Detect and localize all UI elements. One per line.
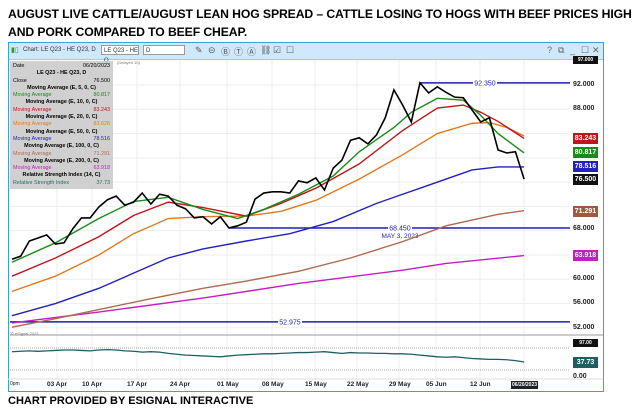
ma-line-ema100 (11, 209, 525, 328)
ma-line-ema50 (11, 166, 525, 317)
rsi-bottom-tick: 0.00 (573, 373, 587, 380)
study-label: Moving Average (13, 135, 52, 142)
low: 68.450 (389, 225, 411, 232)
legend-date-label: Date (13, 63, 25, 69)
study-label: Moving Average (13, 121, 52, 128)
close-price-line (11, 81, 525, 260)
axis-left-stub: 0pm (10, 381, 20, 387)
delayed-note: (Delayed 10) (117, 60, 140, 65)
ema5-tag: 80.817 (573, 147, 598, 158)
link-icon: ▮▯ (11, 47, 19, 54)
study-value: 71.291 (93, 150, 111, 157)
alert-icon[interactable]: Ⓐ (247, 47, 257, 57)
legend-symbol: LE Q23 - HE Q23, D (36, 70, 87, 77)
study-header: Moving Average (E, 5, 0, C) (27, 84, 96, 91)
study-label: Moving Average (13, 165, 52, 172)
date-tick: 15 May (305, 381, 327, 388)
caption: CHART PROVIDED BY ESIGNAL INTERACTIVE (8, 395, 254, 407)
bars-icon[interactable]: Ⓑ (221, 47, 231, 57)
help-button[interactable]: ? (547, 45, 553, 55)
study-header: Moving Average (E, 200, 0, C) (24, 157, 99, 164)
price-tick: 60.000 (573, 275, 595, 282)
link-chain-icon[interactable]: ⛓ (260, 45, 272, 55)
price-tick: 88.000 (573, 105, 595, 112)
ema100-tag: 71.291 (573, 206, 598, 217)
headline-line-2: AND PORK COMPARED TO BEEF CHEAP. (8, 25, 248, 39)
price-tick: 68.000 (573, 225, 595, 232)
ma-line-ema20 (11, 121, 525, 293)
rsi-line (11, 348, 525, 363)
price-tick: 52.000 (573, 324, 595, 331)
minimize-button[interactable]: _ (570, 45, 576, 55)
zoom-out-icon[interactable]: ⊝ (208, 45, 216, 55)
base-bg (278, 318, 302, 326)
date-tick: 03 Apr (47, 381, 67, 388)
close-tag: 76.500 (573, 174, 598, 185)
study-header: Moving Average (E, 20, 0, C) (25, 114, 98, 121)
study-label: Moving Average (13, 150, 52, 157)
low_date: MAY 3, 2023 (382, 233, 419, 240)
maximize-button[interactable]: ☐ (581, 45, 590, 55)
study-header: Moving Average (E, 10, 0, C) (25, 99, 98, 106)
legend-close-label: Close (13, 77, 27, 84)
rsi-top-tag: 97.00 (573, 339, 598, 347)
draw-pencil-icon[interactable]: ✎ (195, 45, 203, 55)
date-tick: 29 May (389, 381, 411, 388)
date-tick: 10 Apr (82, 381, 102, 388)
comment-icon[interactable]: ☐ (286, 45, 295, 55)
study-value: 80.817 (93, 92, 111, 99)
study-value: 83.626 (93, 121, 111, 128)
study-value: 83.243 (93, 106, 111, 113)
detach-button[interactable]: ⧉ (558, 45, 565, 55)
time-icon[interactable]: Ⓣ (234, 47, 244, 57)
date-tick: 05 Jun (426, 381, 447, 388)
watermark: © eSignal 2023 (11, 331, 39, 336)
legend-date: 06/20/2023 (83, 63, 110, 69)
date-tick: 22 May (347, 381, 369, 388)
study-value: 63.918 (93, 165, 111, 172)
window-title: Chart: LE Q23 - HE Q23, D (23, 47, 96, 53)
study-header: Moving Average (E, 50, 0, C) (25, 128, 98, 135)
low-bg (388, 224, 412, 232)
legend-close: 76.500 (93, 77, 111, 84)
ema50-tag: 78.516 (573, 161, 598, 172)
ma-line-ema200 (11, 254, 525, 324)
study-label: Moving Average (13, 106, 52, 113)
headline-line-1: AUGUST LIVE CATTLE/AUGUST LEAN HOG SPREA… (8, 7, 632, 21)
date-tick: 08 May (262, 381, 284, 388)
date-tick: 12 Jun (470, 381, 491, 388)
date-tick: 17 Apr (127, 381, 147, 388)
price-tick: 92.000 (573, 81, 595, 88)
date-tick: 24 Apr (170, 381, 190, 388)
date-tick: 01 May (217, 381, 239, 388)
high: 92.350 (474, 80, 496, 87)
study-label: Moving Average (13, 92, 52, 99)
axis-top-tag: 97.000 (573, 56, 598, 64)
study-header: Moving Average (E, 100, 0, C) (24, 143, 99, 150)
data-window-legend: Date 06/20/2023 LE Q23 - HE Q23, D Close 7… (10, 61, 113, 190)
base: 52.975 (279, 319, 301, 326)
ema10-tag: 83.243 (573, 133, 598, 144)
edit-icon[interactable]: ☑ (273, 45, 282, 55)
current-date-tag: 06/20/2023 (511, 381, 539, 389)
study-header: Relative Strength Index (14, C) (22, 172, 101, 179)
close-button[interactable]: ✕ (592, 45, 600, 55)
rsi-value-tag: 37.73 (573, 357, 598, 368)
study-value: 78.516 (93, 135, 111, 142)
study-value: 37.73 (96, 179, 111, 186)
price-tick: 56.000 (573, 299, 595, 306)
study-label: Relative Strength Index (13, 179, 70, 186)
ema200-tag: 63.918 (573, 250, 598, 261)
interval-select[interactable]: D (143, 45, 185, 55)
high-bg (473, 79, 497, 87)
